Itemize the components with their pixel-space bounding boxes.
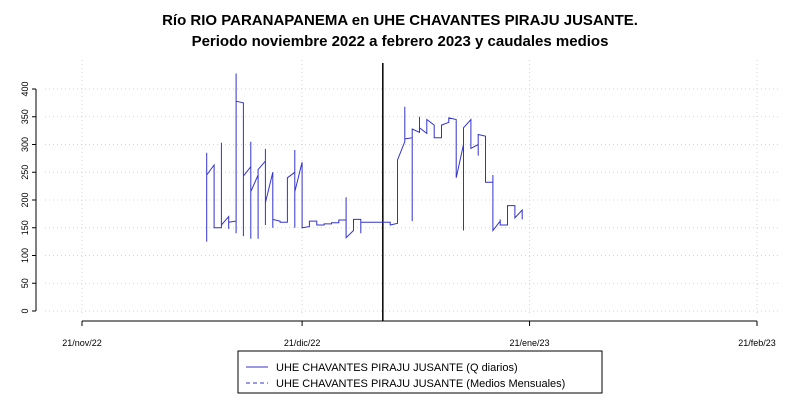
series-group — [206, 73, 523, 242]
y-tick-label: 50 — [20, 278, 30, 288]
y-tick-label: 200 — [20, 192, 30, 207]
y-tick-label: 350 — [20, 109, 30, 124]
y-tick-label: 300 — [20, 137, 30, 152]
x-tick-label: 21/feb/23 — [738, 338, 776, 348]
y-tick-label: 150 — [20, 220, 30, 235]
legend-label-medios-mensuales: UHE CHAVANTES PIRAJU JUSANTE (Medios Men… — [276, 378, 565, 390]
legend-box — [237, 350, 603, 394]
grid — [45, 60, 780, 316]
axes: 0 50 100 150 200 250 300 350 400 21/nov/22 21/dic/… — [20, 81, 776, 348]
y-tick-label: 400 — [20, 81, 30, 96]
x-tick-label: 21/nov/22 — [62, 338, 102, 348]
chart-title: Río RIO PARANAPANEMA en UHE CHAVANTES PI… — [162, 12, 638, 29]
x-tick-label: 21/ene/23 — [510, 338, 550, 348]
legend: UHE CHAVANTES PIRAJU JUSANTE (Q diarios)… — [237, 350, 603, 394]
y-tick-label: 0 — [20, 308, 30, 313]
series-line-0 — [206, 73, 523, 242]
chart-subtitle: Periodo noviembre 2022 a febrero 2023 y … — [191, 33, 609, 50]
y-tick-label: 250 — [20, 165, 30, 180]
x-tick-label: 21/dic/22 — [284, 338, 321, 348]
y-tick-label: 100 — [20, 248, 30, 263]
legend-label-q-diarios: UHE CHAVANTES PIRAJU JUSANTE (Q diarios) — [276, 362, 518, 374]
